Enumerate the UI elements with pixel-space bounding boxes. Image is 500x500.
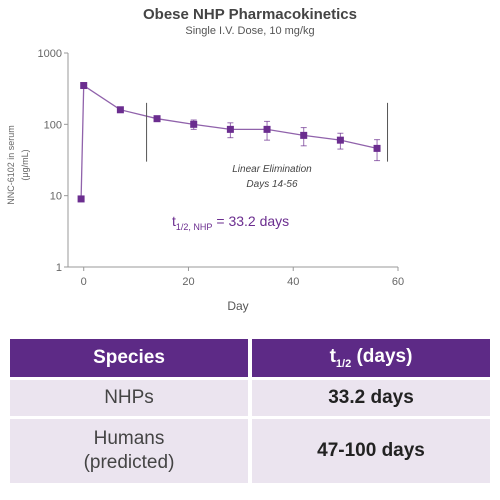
data-point	[116, 106, 124, 114]
x-tick-label: 40	[287, 276, 299, 288]
species-cell: NHPs	[10, 380, 248, 416]
x-axis-label: Day	[227, 299, 248, 313]
species-cell: Humans (predicted)	[10, 419, 248, 483]
species-qualifier: (predicted)	[83, 452, 175, 473]
y-tick-labels: 1 10 100 1000	[38, 48, 62, 274]
species-table: Species t1/2 (days) NHPs 33.2 days Human…	[6, 336, 494, 486]
y-tick-label: 1000	[38, 48, 62, 60]
data-point	[77, 195, 85, 203]
y-tick-label: 10	[50, 191, 62, 203]
chart-title: Obese NHP Pharmacokinetics	[143, 6, 357, 23]
x-tick-labels: 0 20 40 60	[81, 276, 404, 288]
data-point	[300, 131, 308, 139]
halflife-value: = 33.2 days	[216, 213, 289, 229]
chart-subtitle: Single I.V. Dose, 10 mg/kg	[185, 25, 315, 37]
series-layer	[77, 82, 381, 203]
y-axis-label: NNC-6102 in serum	[6, 125, 16, 205]
species-header: Species	[10, 339, 248, 377]
table-row: Humans (predicted) 47-100 days	[10, 419, 490, 483]
x-tick-label: 60	[392, 276, 404, 288]
data-point	[80, 82, 88, 90]
halflife-cell: 47-100 days	[252, 419, 490, 483]
data-point	[263, 125, 271, 133]
data-point	[153, 115, 161, 123]
annotation-line2: Days 14-56	[246, 179, 298, 190]
species-name: Humans	[93, 428, 165, 449]
data-point	[336, 136, 344, 144]
species-name: NHPs	[104, 387, 154, 408]
annotation-line1: Linear Elimination	[232, 164, 312, 175]
y-axis-unit: (μg/mL)	[20, 149, 30, 180]
data-point	[226, 125, 234, 133]
table-row: NHPs 33.2 days	[10, 380, 490, 416]
series-line	[80, 84, 378, 199]
data-point	[190, 120, 198, 128]
y-tick-label: 1	[56, 262, 62, 274]
x-tick-label: 20	[182, 276, 194, 288]
halflife-header-unit: (days)	[351, 346, 413, 368]
chart-axes	[64, 52, 399, 271]
halflife-symbol: t	[172, 213, 176, 229]
halflife-header-symbol: t	[329, 346, 336, 368]
halflife-subscript: 1/2, NHP	[176, 222, 213, 232]
y-tick-label: 100	[44, 119, 62, 131]
x-tick-label: 0	[81, 276, 87, 288]
pk-chart: 1 10 100 1000 0 20 40 60 Day NNC-6102 in serum…	[6, 48, 404, 313]
halflife-annotation: t1/2, NHP = 33.2 days	[172, 213, 289, 232]
table-header-row: Species t1/2 (days)	[10, 339, 490, 377]
halflife-header: t1/2 (days)	[252, 339, 490, 377]
halflife-cell: 33.2 days	[252, 380, 490, 416]
linear-elimination-bracket	[146, 102, 389, 162]
halflife-header-subscript: 1/2	[335, 357, 352, 370]
data-point	[373, 144, 381, 152]
